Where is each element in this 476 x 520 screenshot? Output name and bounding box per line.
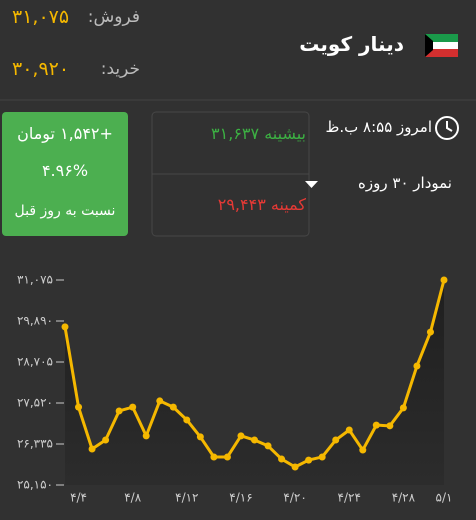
x-tick-label: ۴/۸ — [124, 491, 141, 505]
x-tick-label: ۴/۲۸ — [392, 491, 416, 505]
point — [372, 421, 380, 429]
max: بیشینه ۳۱,۶۳۷ — [211, 126, 306, 142]
clock-icon — [435, 116, 459, 140]
change-note: نسبت به روز قبل — [14, 203, 116, 219]
point — [251, 436, 258, 444]
max-value: ۳۱,۶۳۷ — [211, 124, 260, 143]
update-time: امروز ۸:۵۵ ب.ظ — [325, 118, 433, 136]
point — [399, 404, 407, 412]
point — [291, 463, 299, 471]
point — [196, 433, 204, 441]
point — [142, 432, 150, 440]
point — [305, 456, 313, 464]
change-percent: ۴.۹۶% — [41, 161, 89, 180]
point — [75, 403, 83, 411]
point — [237, 432, 245, 440]
point — [264, 442, 272, 450]
x-tick-label: ۴/۱۲ — [175, 491, 198, 505]
y-tick-label: ۳۱,۰۷۵ — [17, 273, 53, 287]
y-tick-label: ۲۶,۳۳۵ — [17, 437, 53, 451]
point — [115, 407, 123, 415]
point — [345, 426, 353, 434]
point — [183, 416, 191, 424]
point — [413, 362, 421, 370]
x-tick-label: ۴/۴ — [70, 491, 87, 505]
min: کمینه ۲۹,۴۴۳ — [218, 197, 306, 213]
point — [88, 445, 96, 453]
point — [278, 455, 286, 463]
min-value: ۲۹,۴۴۳ — [217, 195, 266, 214]
change: +۱,۵۴۲ تومان — [17, 124, 113, 143]
min-label: کمینه — [270, 195, 306, 214]
point — [102, 436, 110, 444]
y-tick-label: ۲۸,۷۰۵ — [17, 355, 53, 369]
point — [223, 453, 231, 461]
sell-value: ۳۱,۰۷۵ — [12, 6, 70, 28]
sell-label: فروش: — [87, 7, 140, 27]
x-tick-label: ۴/۲۴ — [338, 491, 361, 505]
y-tick-label: ۲۵,۱۵۰ — [17, 478, 53, 492]
point — [156, 397, 164, 405]
point — [61, 323, 69, 331]
point — [359, 446, 367, 454]
x-tick-label: ۵/۱ — [436, 491, 453, 505]
y-tick-label: ۲۷,۵۲۰ — [17, 396, 53, 410]
dropdown-arrow[interactable] — [305, 181, 318, 188]
buy-label: خرید: — [100, 59, 140, 79]
x-tick-label: ۴/۱۶ — [229, 491, 252, 505]
buy-value: ۳۰,۹۲۰ — [12, 58, 70, 80]
change-box — [2, 112, 128, 236]
point — [129, 403, 137, 411]
point — [332, 436, 340, 444]
point — [318, 453, 326, 461]
kuwait-flag — [425, 34, 458, 57]
chart-range[interactable]: نمودار ۳۰ روزه — [358, 174, 452, 192]
point — [169, 403, 177, 411]
x-tick-label: ۴/۲۰ — [283, 491, 306, 505]
point — [210, 453, 218, 461]
y-tick-label: ۲۹,۸۹۰ — [17, 314, 53, 328]
point — [440, 276, 448, 284]
area — [65, 280, 444, 485]
max-label: بیشینه — [264, 124, 306, 143]
currency-title: دینار کویت — [299, 32, 404, 56]
point — [426, 328, 434, 336]
point — [386, 422, 394, 430]
